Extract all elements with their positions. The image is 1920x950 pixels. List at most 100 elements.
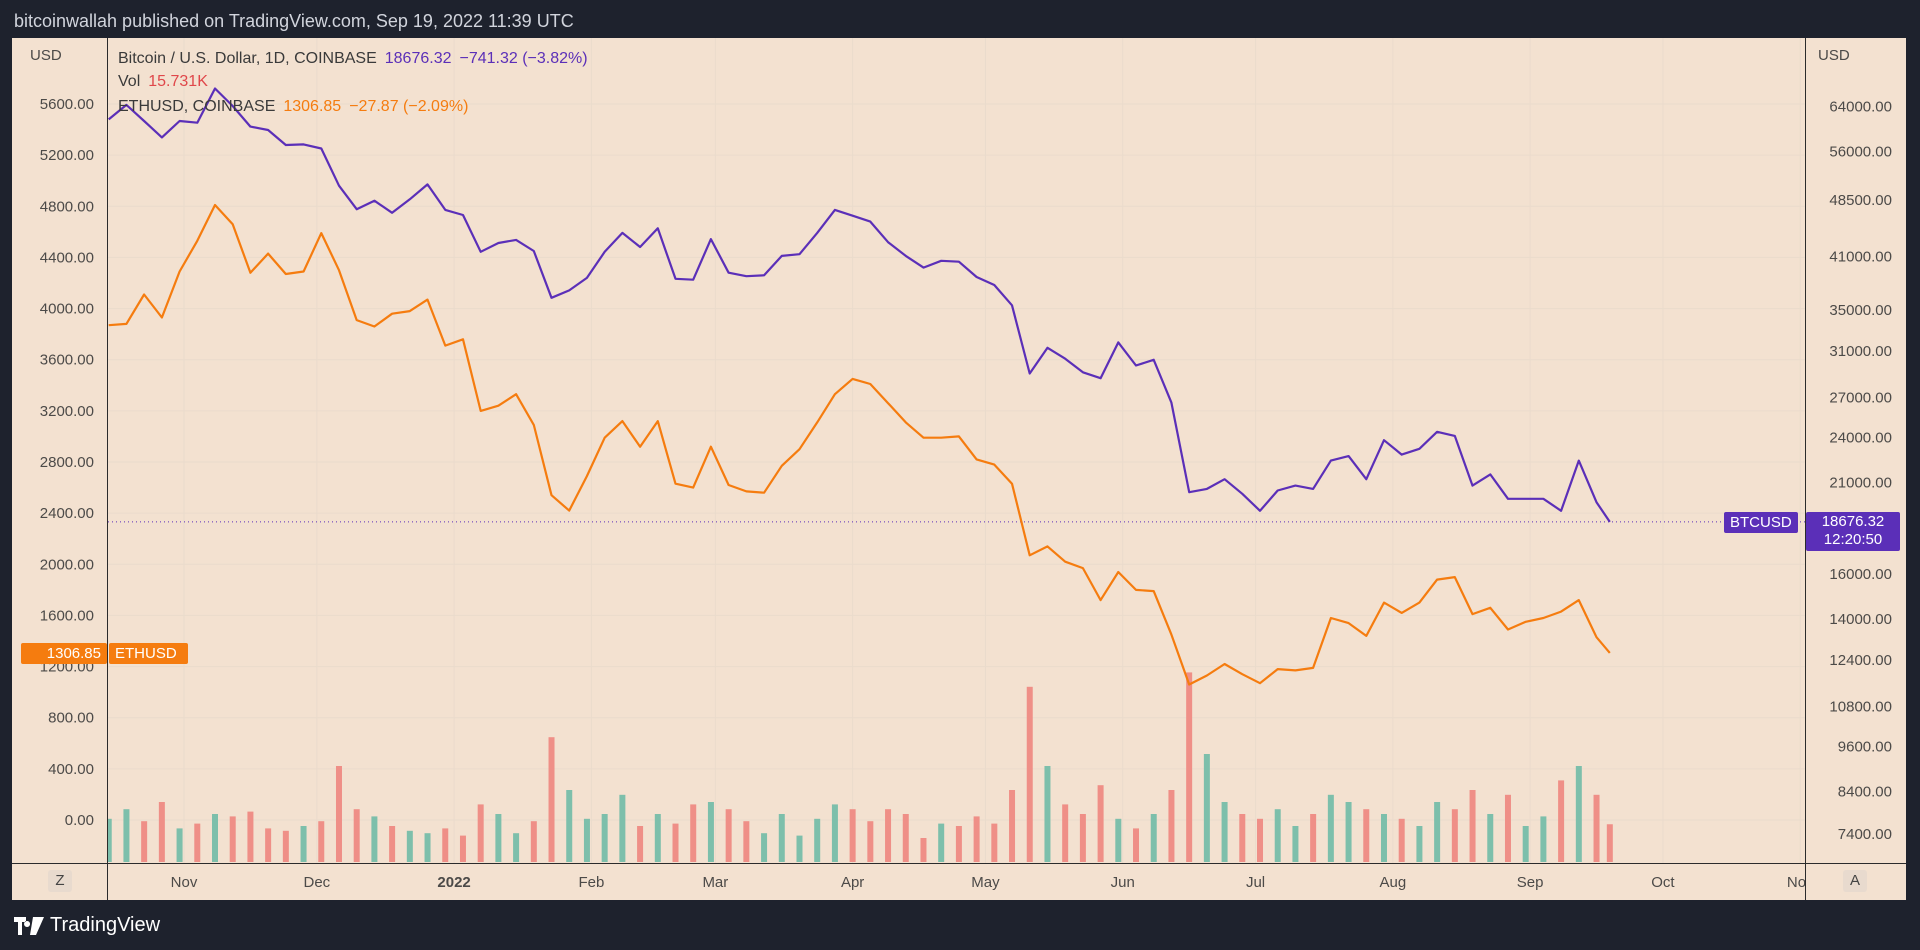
time-tick-label: Oct xyxy=(1651,874,1675,891)
right-tick-label: 14000.00 xyxy=(1829,611,1892,628)
time-axis[interactable]: Nov Dec 2022 Feb Mar Apr May Jun Jul Aug Sep Oct Nov xyxy=(171,874,1814,891)
volume-bar xyxy=(637,826,644,862)
volume-bar xyxy=(849,809,856,862)
right-tick-label: 48500.00 xyxy=(1829,192,1892,209)
volume-bar xyxy=(229,816,236,862)
right-tick-label: 10800.00 xyxy=(1829,699,1892,716)
volume-bar xyxy=(176,828,183,862)
legend-btc[interactable]: Bitcoin / U.S. Dollar, 1D, COINBASE 18676… xyxy=(118,50,596,68)
eth-symbol-tag: ETHUSD xyxy=(109,643,188,664)
ethusd-line[interactable] xyxy=(108,203,1611,686)
volume-bar xyxy=(495,814,502,862)
time-tick-label: Jul xyxy=(1246,874,1265,891)
time-tick-label: Mar xyxy=(702,874,728,891)
volume-bar xyxy=(725,809,732,862)
right-tick-label: 56000.00 xyxy=(1829,144,1892,161)
volume-bar xyxy=(1239,814,1246,862)
time-tick-label: Sep xyxy=(1517,874,1544,891)
left-tick-label: 2400.00 xyxy=(40,505,94,522)
publisher-line: bitcoinwallah published on TradingView.c… xyxy=(14,11,574,31)
volume-bar xyxy=(1451,809,1458,862)
volume-bar xyxy=(867,821,874,862)
volume-bar xyxy=(831,804,838,862)
right-tick-label: 7400.00 xyxy=(1838,826,1892,843)
zoom-toggle-button[interactable]: Z xyxy=(48,870,72,892)
chart-frame[interactable] xyxy=(12,38,1906,900)
volume-bar xyxy=(761,833,768,862)
btcusd-line[interactable] xyxy=(108,87,1611,523)
left-tick-label: 3600.00 xyxy=(40,352,94,369)
left-tick-label: 4800.00 xyxy=(40,198,94,215)
btc-countdown: 12:20:50 xyxy=(1823,531,1883,548)
volume-bar xyxy=(1345,802,1352,862)
legend-btc-title: Bitcoin / U.S. Dollar, 1D, COINBASE xyxy=(118,50,377,67)
volume-bar xyxy=(1186,672,1193,862)
volume-bar xyxy=(1133,828,1140,862)
left-tick-label: 5600.00 xyxy=(40,96,94,113)
volume-bar xyxy=(991,823,998,862)
left-tick-label: 3200.00 xyxy=(40,403,94,420)
volume-bar xyxy=(1540,816,1547,862)
footer-brand[interactable]: TradingView xyxy=(14,914,160,937)
left-axis-unit: USD xyxy=(30,47,62,64)
volume-bar xyxy=(548,737,555,862)
time-tick-label: Feb xyxy=(578,874,604,891)
volume-bar xyxy=(1274,809,1281,862)
volume-bar xyxy=(1115,818,1122,862)
left-tick-label: 400.00 xyxy=(48,761,94,778)
time-tick-label: May xyxy=(971,874,1000,891)
volume-bar xyxy=(1416,826,1423,862)
volume-bar xyxy=(335,766,342,862)
volume-bar xyxy=(1434,802,1441,862)
right-tick-label: 41000.00 xyxy=(1829,249,1892,266)
left-tick-label: 4400.00 xyxy=(40,249,94,266)
volume-bar xyxy=(654,814,661,862)
legend-eth[interactable]: ETHUSD, COINBASE 1306.85 −27.87 (−2.09%) xyxy=(118,98,476,116)
volume-bar xyxy=(1168,790,1175,862)
volume-bar xyxy=(1487,814,1494,862)
volume-bar xyxy=(1203,754,1210,862)
volume-bar xyxy=(672,823,679,862)
right-axis[interactable]: 64000.00 56000.00 48500.00 41000.00 35000.00… xyxy=(1829,99,1892,844)
time-tick-label: 2022 xyxy=(437,874,470,891)
right-tick-label: 24000.00 xyxy=(1829,429,1892,446)
left-tick-label: 800.00 xyxy=(48,710,94,727)
volume-bar xyxy=(796,835,803,862)
volume-bar xyxy=(194,823,201,862)
volume-bar xyxy=(247,811,254,862)
volume-bar xyxy=(513,833,520,862)
volume-bar xyxy=(583,818,590,862)
volume-bar xyxy=(318,821,325,862)
legend-vol[interactable]: Vol 15.731K xyxy=(118,73,216,91)
volume-bar xyxy=(1575,766,1582,862)
right-tick-label: 16000.00 xyxy=(1829,566,1892,583)
left-axis[interactable]: 5600.00 5200.00 4800.00 4400.00 4000.00 3600.… xyxy=(40,96,94,829)
time-tick-label: Nov xyxy=(171,874,198,891)
volume-bar xyxy=(743,821,750,862)
volume-bar xyxy=(442,828,449,862)
volume-bar xyxy=(158,802,165,862)
volume-bar xyxy=(1504,794,1511,862)
volume-bar xyxy=(619,794,626,862)
right-tick-label: 35000.00 xyxy=(1829,302,1892,319)
left-tick-label: 2800.00 xyxy=(40,454,94,471)
volume-bar xyxy=(389,826,396,862)
volume-bar xyxy=(211,814,218,862)
right-tick-label: 21000.00 xyxy=(1829,474,1892,491)
volume-bar xyxy=(778,814,785,862)
volume-bar xyxy=(814,818,821,862)
volume-bar xyxy=(477,804,484,862)
volume-bar xyxy=(920,838,927,862)
volume-bar xyxy=(353,809,360,862)
legend-vol-title: Vol xyxy=(118,73,141,90)
volume-bar xyxy=(955,826,962,862)
volume-bar xyxy=(123,809,130,862)
volume-bar xyxy=(1398,818,1405,862)
footer-brand-name: TradingView xyxy=(50,914,161,936)
left-tick-label: 2000.00 xyxy=(40,556,94,573)
volume-bar xyxy=(141,821,148,862)
time-tick-label: Dec xyxy=(303,874,330,891)
auto-scale-button[interactable]: A xyxy=(1843,870,1867,892)
volume-bar xyxy=(424,833,431,862)
